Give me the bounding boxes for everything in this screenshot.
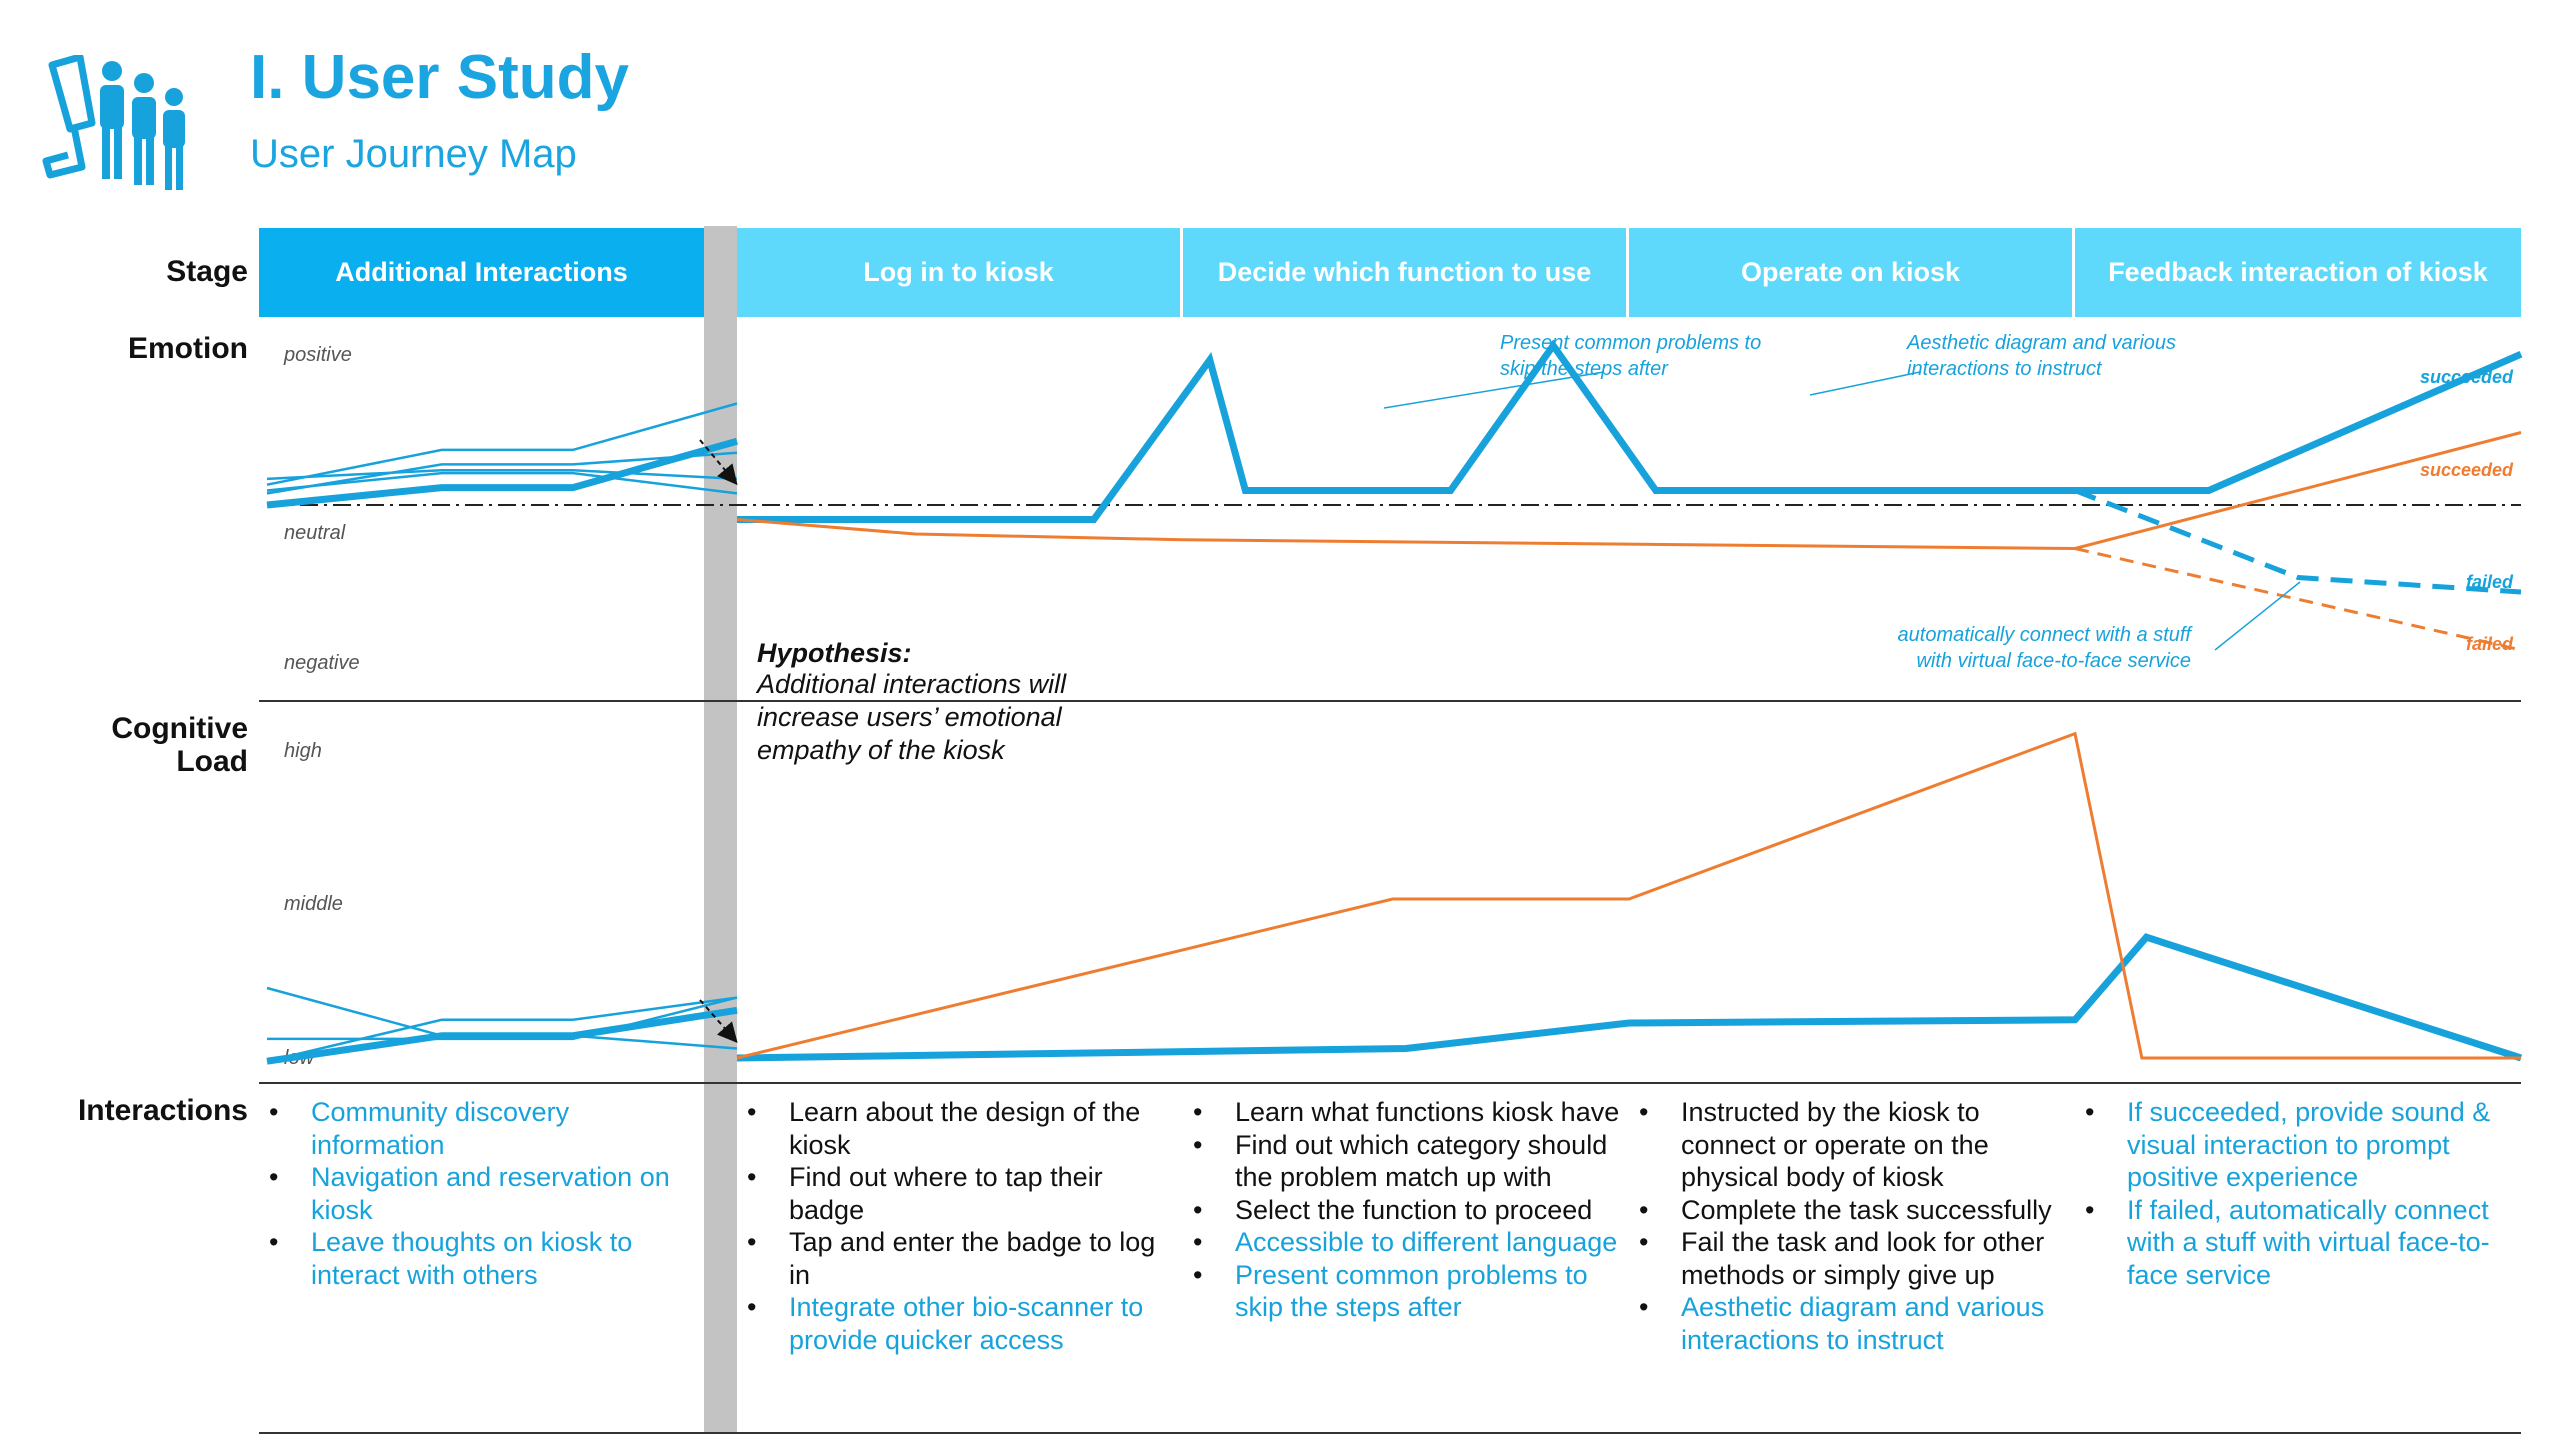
cognitive-series-main (736, 933, 2523, 1062)
annotation-pointer (1383, 371, 1605, 409)
interaction-item: Select the function to proceed (1183, 1194, 1623, 1227)
row-divider (259, 1432, 2521, 1434)
outcome-blue-succeeded: succeeded (2420, 367, 2514, 387)
emotion-series-orange (736, 431, 2522, 551)
interaction-item: Complete the task successfully (1629, 1194, 2069, 1227)
emotion-level-positive: positive (284, 344, 352, 366)
annotation-aesthetic-diagram: Aesthetic diagram and various interactio… (1907, 332, 2177, 380)
emotion-level-neutral: neutral (284, 522, 346, 544)
cognitive-level-middle: middle (284, 893, 343, 915)
interaction-item: If failed, automatically connect with a … (2075, 1194, 2521, 1292)
emotion-series-additional (266, 471, 738, 495)
emotion-series-additional-bold (266, 437, 738, 509)
emotion-series-additional (266, 451, 738, 495)
annotation-pointer (2214, 581, 2301, 651)
row-label-emotion: Emotion (128, 332, 248, 365)
interaction-item: Fail the task and look for other methods… (1629, 1226, 2069, 1291)
emotion-series-main (737, 339, 2523, 523)
annotation-present-common-problems: Present common problems to skip the step… (1500, 332, 1762, 380)
interaction-item: Present common problems to skip the step… (1183, 1259, 1623, 1324)
kiosk-users-icon (42, 55, 185, 190)
interaction-item: Accessible to different language (1183, 1226, 1623, 1259)
interaction-item: Integrate other bio-scanner to provide q… (737, 1291, 1177, 1356)
connector-arrow (699, 439, 738, 486)
row-label-interactions: Interactions (77, 1094, 248, 1127)
stage-header-operate: Operate on kiosk (1629, 228, 2072, 317)
outcome-blue-failed: failed (2466, 572, 2514, 592)
interaction-item: Tap and enter the badge to log in (737, 1226, 1177, 1291)
interaction-item: Learn about the design of the kiosk (737, 1096, 1177, 1161)
annotation-auto-connect: automatically connect with a stuff with … (1897, 624, 2191, 672)
interaction-item: Navigation and reservation on kiosk (259, 1161, 699, 1226)
stage-header-additional-interactions: Additional Interactions (259, 228, 704, 317)
interaction-item: Find out where to tap their badge (737, 1161, 1177, 1226)
interactions-list-operate: Instructed by the kiosk to connect or op… (1629, 1096, 2069, 1356)
stage-header-feedback: Feedback interaction of kiosk (2075, 228, 2521, 317)
emotion-level-negative: negative (284, 652, 360, 674)
interaction-item: Leave thoughts on kiosk to interact with… (259, 1226, 699, 1291)
stage-header-decide-function: Decide which function to use (1183, 228, 1626, 317)
page-subtitle: User Journey Map (250, 132, 577, 176)
outcome-orange-failed: failed (2466, 634, 2514, 654)
cognitive-series-additional (267, 996, 738, 1041)
interactions-list-additional: Community discovery informationNavigatio… (259, 1096, 699, 1291)
interaction-item: Learn what functions kiosk have (1183, 1096, 1623, 1129)
row-label-cognitive-load: Cognitive Load (111, 712, 248, 778)
emotion-series-additional (266, 402, 738, 486)
interaction-item: Find out which category should the probl… (1183, 1129, 1623, 1194)
interaction-item: If succeeded, provide sound & visual int… (2075, 1096, 2521, 1194)
outcome-orange-succeeded: succeeded (2420, 460, 2514, 480)
cognitive-series-additional (266, 996, 738, 1063)
cognitive-series-additional (266, 986, 738, 1050)
interaction-item: Aesthetic diagram and various interactio… (1629, 1291, 2069, 1356)
interactions-list-feedback: If succeeded, provide sound & visual int… (2075, 1096, 2521, 1291)
interactions-list-log-in: Learn about the design of the kioskFind … (737, 1096, 1177, 1356)
emotion-series-orange-failed (2074, 547, 2522, 652)
divider-bar (704, 226, 737, 1434)
cognitive-level-high: high (284, 740, 322, 762)
hypothesis-label: Hypothesis: (757, 638, 912, 668)
row-label-stage: Stage (166, 255, 248, 288)
emotion-series-failed (2074, 488, 2522, 595)
hypothesis-text: Additional interactions will increase us… (757, 669, 1067, 765)
row-divider (259, 1082, 2521, 1084)
interactions-list-decide-function: Learn what functions kiosk haveFind out … (1183, 1096, 1623, 1324)
interaction-item: Instructed by the kiosk to connect or op… (1629, 1096, 2069, 1194)
stage-header-log-in: Log in to kiosk (737, 228, 1180, 317)
page-title: I. User Study (250, 43, 629, 112)
emotion-series-additional (266, 468, 738, 481)
annotation-pointer (1809, 371, 1921, 396)
row-divider (259, 700, 2521, 702)
cognitive-series-orange (736, 731, 2521, 1060)
interaction-item: Community discovery information (259, 1096, 699, 1161)
